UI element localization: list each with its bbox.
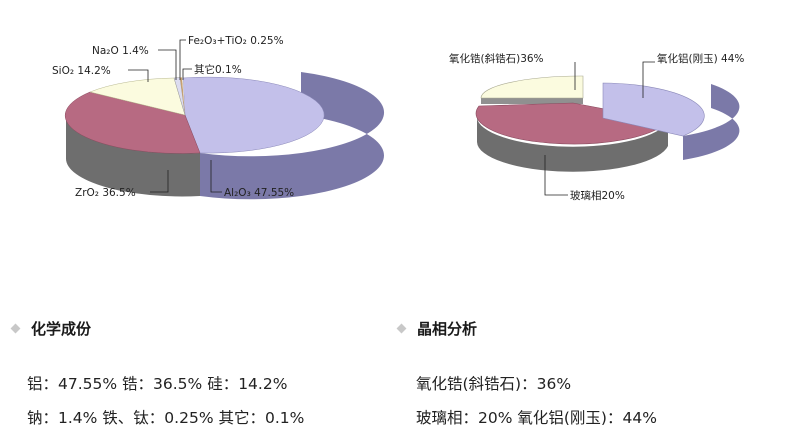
leader-al2o3 <box>210 160 222 193</box>
chem-side-al2o3 <box>200 72 385 200</box>
phase-line-1: 氧化锆(斜锆石)：36% <box>416 375 572 393</box>
diamond-bullet-icon <box>396 323 407 334</box>
phase-line-2: 玻璃相：20% 氧化铝(刚玉)：44% <box>416 409 657 427</box>
chem-label-zro2: ZrO₂ 36.5% <box>75 187 136 199</box>
leader-glass <box>544 155 568 196</box>
leader-zro2 <box>150 170 169 193</box>
chem-label-fe2o3: Fe₂O₃+TiO₂ 0.25% <box>188 35 284 47</box>
chem-slice-zro2 <box>64 91 201 154</box>
diamond-bullet-icon <box>10 323 21 334</box>
chem-label-al2o3: Al₂O₃ 47.55% <box>224 187 294 199</box>
phase-label-zirconia: 氧化锆(斜锆石)36% <box>449 52 544 65</box>
phase-label-corundum: 氧化铝(刚玉) 44% <box>657 52 744 65</box>
phase-label-glass: 玻璃相20% <box>570 189 625 202</box>
phase-slice-corundum <box>602 82 705 137</box>
chem-label-na2o: Na₂O 1.4% <box>92 45 149 57</box>
leader-fe2o3 <box>179 39 186 80</box>
phase-section-title: 晶相分析 <box>396 318 478 339</box>
phase-slice-zirconia <box>480 75 584 99</box>
phase-pie-chart: 氧化锆(斜锆石)36% 氧化铝(刚玉) 44% 玻璃相20% <box>449 52 744 202</box>
phase-title-text: 晶相分析 <box>417 320 478 338</box>
chem-slice-al2o3 <box>182 76 325 154</box>
chem-slice-other <box>182 77 185 115</box>
chem-line-1: 铝：47.55% 锆：36.5% 硅：14.2% <box>27 375 288 393</box>
chem-slice-sio2 <box>89 77 186 116</box>
leader-na2o <box>158 49 177 80</box>
leader-sio2 <box>128 69 149 82</box>
chem-side-zro2 <box>65 115 200 197</box>
chem-label-sio2: SiO₂ 14.2% <box>52 65 111 77</box>
chem-title-text: 化学成份 <box>31 320 92 338</box>
chem-section-title: 化学成份 <box>10 318 92 339</box>
chem-label-other: 其它0.1% <box>194 63 242 76</box>
chem-slice-fe2o3 <box>180 77 185 115</box>
phase-side-zirconia <box>481 98 583 104</box>
phase-side-glass <box>477 117 668 172</box>
phase-side-corundum <box>683 84 740 160</box>
chem-pie-chart: Na₂O 1.4% Fe₂O₃+TiO₂ 0.25% 其它0.1% SiO₂ 1… <box>52 35 385 200</box>
leader-other <box>182 68 192 80</box>
chem-line-2: 钠：1.4% 铁、钛：0.25% 其它：0.1% <box>27 409 305 427</box>
leader-corundum <box>642 61 655 98</box>
